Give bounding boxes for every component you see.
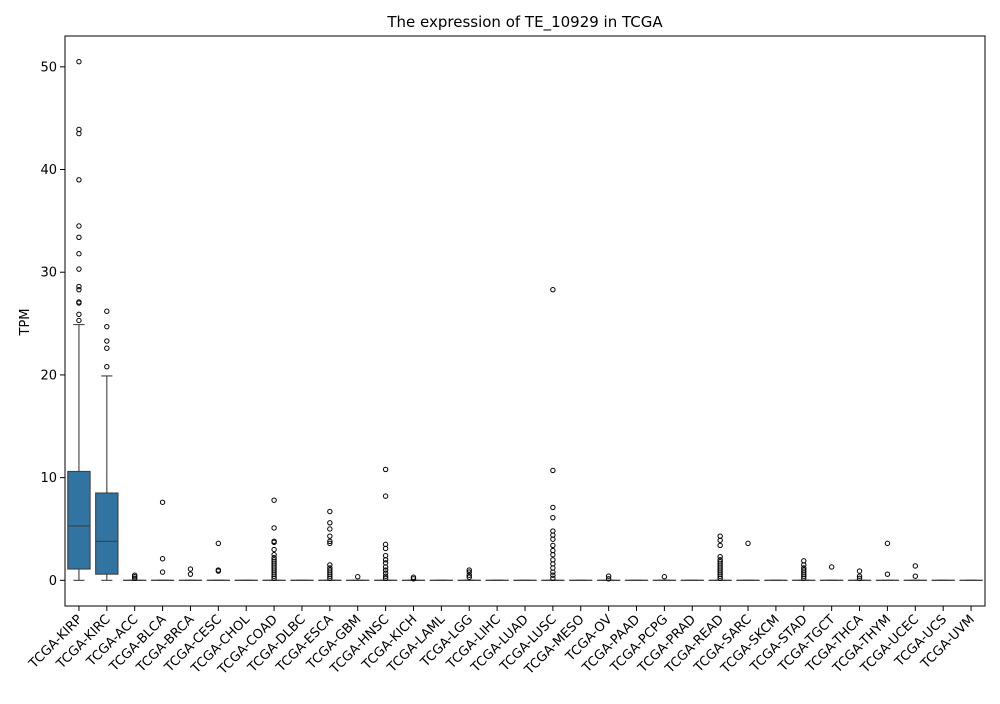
box-group — [821, 565, 843, 581]
outlier-point — [272, 498, 276, 502]
outlier-point — [328, 534, 332, 538]
box-group — [319, 509, 341, 580]
box-group — [347, 575, 369, 581]
outlier-point — [328, 521, 332, 525]
box-group — [151, 500, 173, 580]
y-tick-label: 30 — [40, 266, 57, 281]
outlier-point — [383, 467, 387, 471]
outlier-point — [718, 543, 722, 547]
box-group — [653, 575, 675, 581]
outlier-point — [383, 494, 387, 498]
box-group — [848, 569, 870, 581]
outlier-point — [718, 555, 722, 559]
outlier-point — [77, 178, 81, 182]
box-group — [207, 541, 229, 580]
outlier-point — [77, 267, 81, 271]
outlier-point — [216, 541, 220, 545]
outlier-point — [885, 572, 889, 576]
outlier-point — [105, 309, 109, 313]
box-group — [597, 574, 619, 581]
box-group — [263, 498, 285, 580]
box-group — [179, 567, 201, 581]
box-group — [793, 559, 815, 581]
boxes-layer — [68, 59, 982, 581]
box-group — [709, 534, 731, 581]
outlier-point — [160, 500, 164, 504]
outlier-point — [328, 527, 332, 531]
box-body — [96, 493, 118, 574]
outlier-point — [188, 572, 192, 576]
outlier-point — [551, 287, 555, 291]
outlier-point — [77, 59, 81, 63]
y-tick-label: 20 — [40, 368, 57, 383]
outlier-point — [160, 570, 164, 574]
y-tick-label: 0 — [49, 574, 57, 589]
box-group — [374, 467, 396, 580]
box-group — [68, 59, 90, 580]
y-tick-label: 50 — [40, 60, 57, 75]
outlier-point — [105, 365, 109, 369]
y-tick-label: 40 — [40, 163, 57, 178]
outlier-point — [551, 468, 555, 472]
y-tick-label: 10 — [40, 471, 57, 486]
chart-title: The expression of TE_10929 in TCGA — [386, 13, 663, 32]
outlier-point — [551, 505, 555, 509]
outlier-point — [913, 574, 917, 578]
box-group — [876, 541, 898, 580]
box-body — [68, 471, 90, 569]
outlier-point — [829, 565, 833, 569]
outlier-point — [77, 235, 81, 239]
y-axis-label: TPM — [18, 309, 33, 337]
outlier-point — [105, 324, 109, 328]
outlier-point — [160, 557, 164, 561]
outlier-point — [885, 541, 889, 545]
outlier-point — [328, 563, 332, 567]
outlier-point — [105, 339, 109, 343]
outlier-point — [913, 564, 917, 568]
box-group — [124, 573, 146, 580]
outlier-point — [356, 575, 360, 579]
box-group — [542, 287, 564, 580]
outlier-point — [272, 552, 276, 556]
box-group — [96, 309, 118, 580]
outlier-point — [188, 567, 192, 571]
outlier-point — [77, 252, 81, 256]
outlier-point — [551, 515, 555, 519]
box-group — [737, 541, 759, 580]
outlier-point — [662, 575, 666, 579]
box-group — [458, 568, 480, 580]
x-axis: TCGA-KIRPTCGA-KIRCTCGA-ACCTCGA-BLCATCGA-… — [26, 606, 978, 678]
box-group — [904, 564, 926, 581]
outlier-point — [77, 318, 81, 322]
outlier-point — [77, 312, 81, 316]
outlier-point — [105, 346, 109, 350]
plot-frame — [65, 36, 985, 606]
box-group — [402, 575, 424, 581]
outlier-point — [77, 224, 81, 228]
outlier-point — [857, 569, 861, 573]
outlier-point — [746, 541, 750, 545]
outlier-point — [551, 543, 555, 547]
outlier-point — [272, 526, 276, 530]
outlier-point — [77, 284, 81, 288]
outlier-point — [328, 509, 332, 513]
outlier-point — [272, 547, 276, 551]
y-axis: 0 10 20 30 40 50 — [40, 60, 65, 589]
